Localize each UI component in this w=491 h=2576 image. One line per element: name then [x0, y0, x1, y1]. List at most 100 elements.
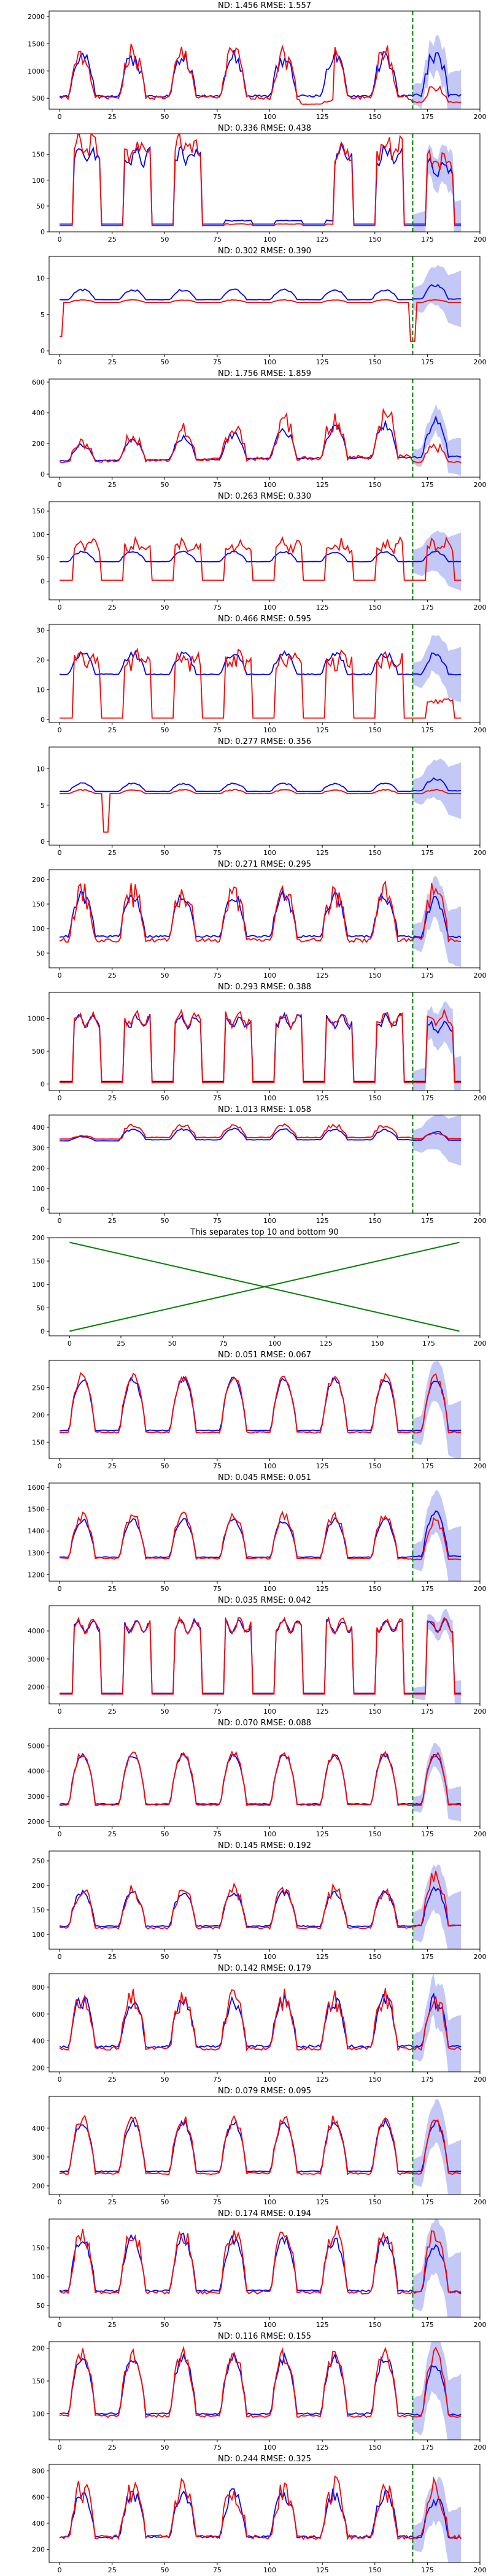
- x-tick-label: 50: [160, 236, 169, 243]
- subplot-title: ND: 0.302 RMSE: 0.390: [218, 247, 311, 256]
- x-tick-label: 25: [108, 1094, 117, 1102]
- x-tick-label: 125: [316, 1585, 329, 1593]
- x-tick-label: 0: [58, 481, 62, 489]
- subplot-title: ND: 0.466 RMSE: 0.595: [218, 615, 311, 624]
- confidence-band: [412, 264, 462, 328]
- y-tick-label: 2000: [28, 13, 45, 21]
- y-tick-label: 5: [41, 802, 45, 810]
- x-tick-label: 50: [160, 726, 169, 734]
- x-tick-label: 150: [368, 2566, 381, 2574]
- subplot: ND: 0.116 RMSE: 0.155 0 25 50 75 100 125 150 175…: [32, 2332, 487, 2451]
- x-tick-label: 175: [421, 2076, 434, 2083]
- y-tick-label: 10: [36, 765, 45, 773]
- y-tick-label: 3000: [28, 1793, 45, 1801]
- x-tick-label: 75: [213, 1708, 222, 1715]
- subplot: ND: 0.271 RMSE: 0.295 0 25 50 75 100 125 150 175…: [32, 860, 487, 979]
- plot-area: [59, 1728, 462, 1827]
- y-tick-label: 1500: [28, 40, 45, 48]
- x-tick-label: 200: [474, 1340, 487, 1347]
- confidence-band: [412, 530, 462, 591]
- y-tick-label: 200: [32, 876, 45, 884]
- x-tick-label: 200: [474, 1094, 487, 1102]
- confidence-band: [412, 2099, 462, 2195]
- axes-frame: [48, 1850, 481, 1950]
- y-tick-label: 200: [32, 1411, 45, 1419]
- x-tick-label: 0: [58, 2444, 62, 2451]
- actual-line: [59, 2114, 462, 2175]
- confidence-band: [412, 404, 462, 477]
- predicted-line: [59, 2233, 462, 2293]
- x-tick-label: 0: [58, 604, 62, 611]
- x-tick-label: 25: [108, 358, 117, 366]
- x-tick-label: 150: [368, 1830, 381, 1838]
- x-tick-label: 175: [421, 2321, 434, 2329]
- subplot: ND: 0.293 RMSE: 0.388 0 25 50 75 100 125 150 175…: [28, 983, 487, 1102]
- x-tick-label: 125: [316, 849, 329, 857]
- y-tick-label: 5: [41, 311, 45, 319]
- x-tick-label: 200: [474, 2566, 487, 2574]
- x-tick-label: 200: [474, 972, 487, 979]
- y-tick-label: 250: [32, 1857, 45, 1865]
- predicted-line: [59, 2351, 462, 2416]
- x-tick-label: 200: [474, 1217, 487, 1225]
- plot-area: [60, 256, 462, 355]
- x-tick-label: 175: [421, 726, 434, 734]
- confidence-band: [412, 1974, 462, 2072]
- x-tick-label: 50: [160, 1462, 169, 1470]
- x-tick-label: 100: [268, 1340, 281, 1347]
- subplot: ND: 0.336 RMSE: 0.438 0 25 50 75 100 125 150 175…: [32, 124, 487, 243]
- axes-frame: [48, 746, 481, 846]
- y-tick-label: 100: [32, 2273, 45, 2281]
- subplot-title: ND: 0.263 RMSE: 0.330: [218, 492, 311, 501]
- plot-area: [60, 747, 462, 845]
- y-tick-label: 100: [32, 531, 45, 539]
- x-tick-label: 100: [263, 2076, 276, 2083]
- x-tick-label: 150: [368, 1462, 381, 1470]
- subplot-title: ND: 0.079 RMSE: 0.095: [218, 2087, 311, 2096]
- x-tick-label: 125: [320, 1340, 333, 1347]
- y-tick-label: 1500: [28, 1506, 45, 1514]
- subplot: ND: 0.070 RMSE: 0.088 0 25 50 75 100 125 150 175…: [28, 1719, 487, 1838]
- confidence-band: [412, 2477, 462, 2563]
- axes-frame: [48, 501, 481, 600]
- plot-area: [59, 379, 462, 477]
- x-tick-label: 25: [108, 1708, 117, 1715]
- x-tick-label: 0: [58, 2076, 62, 2083]
- axes-frame: [48, 992, 481, 1091]
- x-tick-label: 75: [213, 972, 222, 979]
- y-tick-label: 50: [36, 949, 45, 957]
- confidence-band: [412, 1115, 462, 1166]
- x-tick-label: 175: [421, 1217, 434, 1225]
- x-tick-label: 175: [421, 1585, 434, 1593]
- confidence-band: [412, 144, 462, 232]
- x-tick-label: 100: [263, 1953, 276, 1961]
- x-tick-label: 200: [474, 1953, 487, 1961]
- y-tick-label: 200: [32, 1882, 45, 1890]
- y-tick-label: 150: [32, 1906, 45, 1914]
- y-tick-label: 1000: [28, 1015, 45, 1023]
- x-tick-label: 175: [421, 358, 434, 366]
- actual-line: [60, 1750, 462, 1806]
- x-tick-label: 150: [368, 2198, 381, 2206]
- subplot: ND: 0.035 RMSE: 0.042 0 25 50 75 100 125 150 175…: [28, 1596, 487, 1715]
- x-tick-label: 150: [368, 1585, 381, 1593]
- y-tick-label: 0: [41, 228, 45, 236]
- x-tick-label: 100: [263, 1585, 276, 1593]
- predicted-line: [59, 1886, 462, 1928]
- x-tick-label: 100: [263, 849, 276, 857]
- x-tick-label: 150: [368, 481, 381, 489]
- x-tick-label: 150: [368, 1094, 381, 1102]
- x-tick-label: 25: [108, 2566, 117, 2574]
- actual-line: [60, 1008, 462, 1084]
- actual-line: [60, 1616, 462, 1695]
- axes-frame: [48, 1605, 481, 1704]
- y-tick-label: 10: [36, 686, 45, 694]
- subplot: ND: 1.456 RMSE: 1.557 0 25 50 75 100 125 150 175…: [28, 1, 487, 121]
- y-tick-label: 4000: [28, 1627, 45, 1635]
- x-tick-label: 50: [160, 1830, 169, 1838]
- predicted-line: [60, 1011, 462, 1082]
- plot-area: [60, 1606, 462, 1704]
- actual-line: [59, 880, 462, 943]
- axes-frame: [48, 2218, 481, 2318]
